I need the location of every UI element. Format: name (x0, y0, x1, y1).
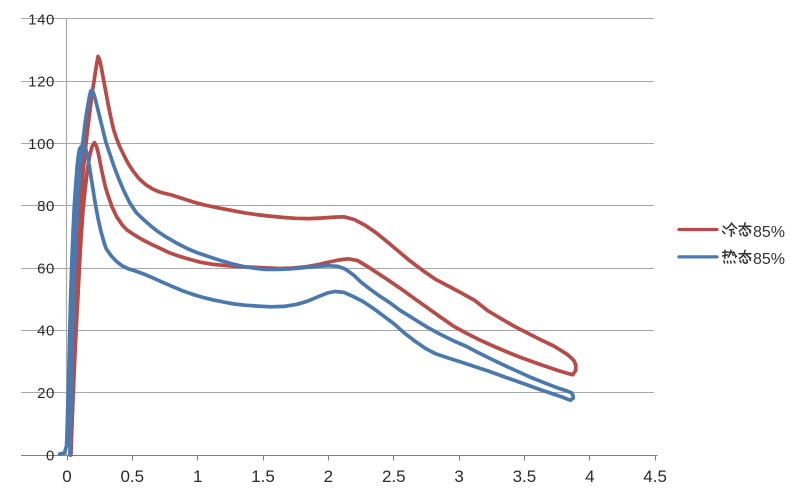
svg-text:120: 120 (28, 74, 55, 91)
svg-text:140: 140 (28, 11, 55, 28)
svg-text:2: 2 (324, 467, 333, 486)
svg-text:1: 1 (193, 467, 202, 486)
svg-text:2.5: 2.5 (382, 467, 406, 486)
svg-text:0: 0 (62, 467, 71, 486)
svg-text:3: 3 (454, 467, 463, 486)
svg-text:60: 60 (37, 260, 55, 277)
svg-text:40: 40 (37, 323, 55, 340)
svg-text:85%: 85% (753, 251, 785, 268)
svg-text:20: 20 (37, 385, 55, 402)
svg-text:4.5: 4.5 (643, 467, 667, 486)
svg-text:0.5: 0.5 (120, 467, 144, 486)
svg-text:80: 80 (37, 198, 55, 215)
svg-text:85%: 85% (753, 224, 785, 241)
svg-text:1.5: 1.5 (251, 467, 275, 486)
svg-text:100: 100 (28, 136, 55, 153)
svg-text:4: 4 (585, 467, 594, 486)
svg-text:3.5: 3.5 (513, 467, 537, 486)
svg-text:0: 0 (46, 447, 55, 464)
